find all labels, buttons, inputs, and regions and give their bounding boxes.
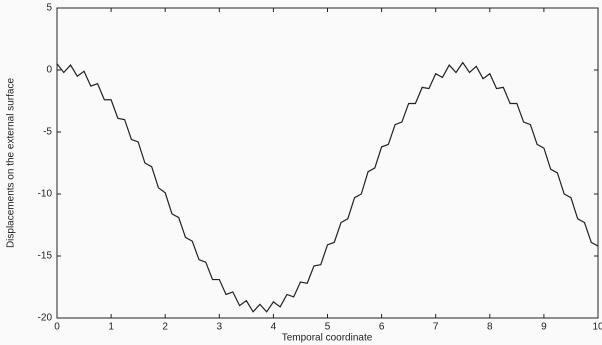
x-tick-label: 5 — [325, 322, 331, 333]
y-tick-label: 0 — [46, 65, 52, 76]
x-tick-label: 9 — [541, 322, 547, 333]
plot-frame — [56, 7, 599, 319]
x-tick-label: 6 — [379, 322, 385, 333]
y-tick-label: -20 — [38, 313, 53, 324]
x-axis-label: Temporal coordinate — [282, 333, 373, 344]
y-tick-label: -5 — [43, 127, 52, 138]
data-line — [56, 61, 599, 313]
x-tick-label: 0 — [54, 322, 60, 333]
x-tick-label: 2 — [162, 322, 168, 333]
y-tick-label: 5 — [46, 3, 52, 14]
x-tick-label: 4 — [271, 322, 277, 333]
x-tick-label: 10 — [592, 322, 602, 333]
x-tick-label: 7 — [433, 322, 439, 333]
x-tick-label: 3 — [217, 322, 223, 333]
y-tick-label: -15 — [38, 251, 53, 262]
y-axis-label: Displacements on the external surface — [6, 78, 17, 249]
x-tick-label: 8 — [487, 322, 493, 333]
x-tick-label: 1 — [108, 322, 114, 333]
y-tick-label: -10 — [38, 189, 53, 200]
